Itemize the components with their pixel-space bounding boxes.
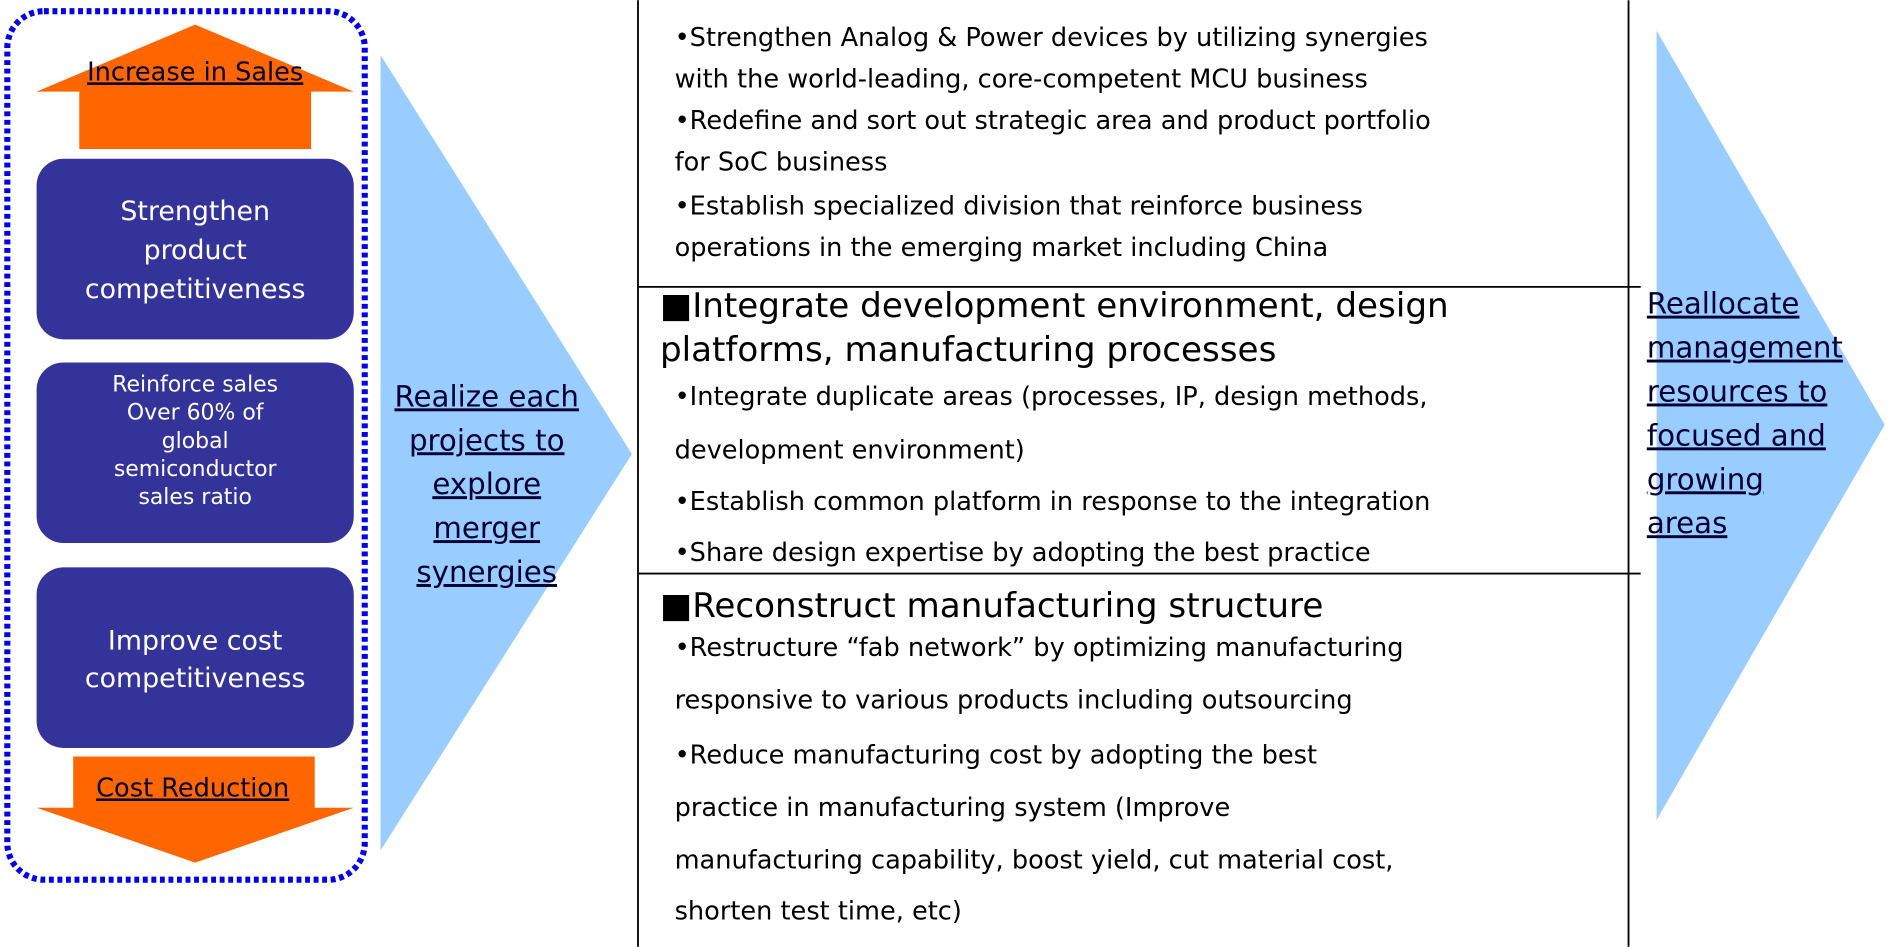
section-text: with the world-leading, core-competent M… (675, 65, 1368, 95)
section-text: •Establish common platform in response t… (675, 487, 1431, 517)
label: Increase in Sales (87, 57, 303, 87)
box-text: global (162, 429, 229, 454)
box-text: semiconductor (114, 457, 278, 482)
section-heading: ■Reconstruct manufacturing structure (660, 586, 1323, 626)
middle-arrow (380, 55, 632, 851)
label: Cost Reduction (96, 773, 289, 803)
arrow-text: Reallocate (1647, 287, 1800, 321)
arrow-text: areas (1647, 506, 1728, 540)
section-text: shorten test time, etc) (675, 897, 962, 927)
section-text: •Establish specialized division that rei… (675, 192, 1363, 222)
arrow-text: projects to (409, 423, 565, 457)
section-text: development environment) (675, 436, 1025, 466)
section-text: for SoC business (675, 148, 888, 178)
box-text: Strengthen (120, 196, 270, 227)
section-text: practice in manufacturing system (Improv… (675, 793, 1231, 823)
section-text: •Integrate duplicate areas (processes, I… (675, 382, 1428, 412)
box-text: sales ratio (138, 485, 251, 510)
box-text: Reinforce sales (112, 373, 278, 398)
section-text: •Restructure “fab network” by optimizing… (675, 633, 1404, 663)
section-text: operations in the emerging market includ… (675, 233, 1329, 263)
section-text: •Share design expertise by adopting the … (675, 538, 1371, 568)
box (36, 567, 354, 748)
arrow-text: resources to (1647, 374, 1828, 408)
box-text: product (144, 235, 247, 266)
box-text: competitiveness (85, 274, 306, 305)
arrow-text: management (1647, 331, 1843, 365)
section-text: •Reduce manufacturing cost by adopting t… (675, 741, 1317, 771)
box-text: Improve cost (108, 625, 283, 656)
box (36, 158, 354, 340)
up-arrow (36, 24, 354, 150)
arrow-text: focused and (1647, 418, 1826, 452)
section-heading: platforms, manufacturing processes (660, 330, 1276, 370)
section-heading: ■Integrate development environment, desi… (660, 286, 1449, 326)
section-text: •Strengthen Analog & Power devices by ut… (675, 23, 1428, 53)
arrow-text: synergies (416, 555, 557, 589)
section-text: •Redefine and sort out strategic area an… (675, 106, 1431, 136)
down-arrow (36, 756, 354, 863)
arrow-text: Realize each (394, 379, 578, 413)
section-text: responsive to various products including… (675, 686, 1353, 716)
box (36, 362, 354, 544)
box-text: competitiveness (85, 663, 306, 694)
arrow-text: growing (1647, 462, 1764, 496)
right-arrow (1656, 30, 1885, 820)
arrow-text: merger (433, 511, 541, 545)
group-border (4, 8, 368, 883)
section-text: manufacturing capability, boost yield, c… (675, 845, 1394, 875)
box-text: Over 60% of (127, 401, 265, 426)
arrow-text: explore (432, 467, 541, 501)
